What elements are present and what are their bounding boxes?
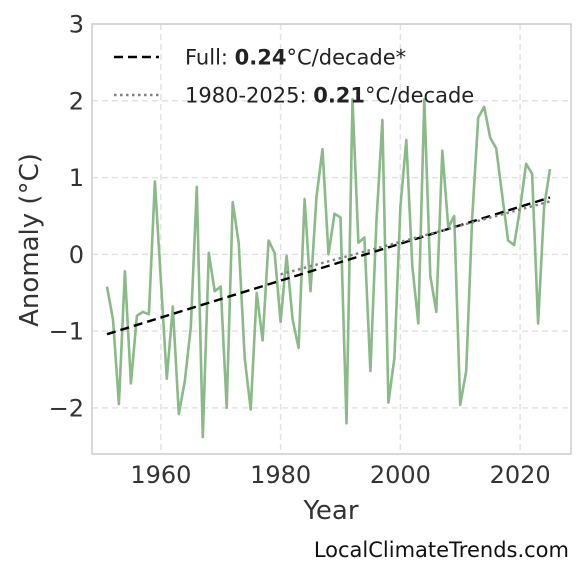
x-axis-title: Year: [302, 496, 358, 526]
x-tick-label: 2020: [490, 461, 551, 489]
plot-frame: [91, 23, 572, 455]
x-tick-label: 1960: [130, 461, 191, 489]
y-tick-label: −1: [49, 318, 84, 346]
x-tick-label: 2000: [370, 461, 431, 489]
y-tick-label: 1: [69, 164, 84, 192]
site-credit: LocalClimateTrends.com: [314, 538, 569, 562]
y-tick-label: 0: [69, 241, 84, 269]
legend-label: Full: 0.24°C/decade*: [185, 46, 406, 70]
y-tick-label: 3: [69, 11, 84, 39]
observed-anomaly-line: [105, 97, 552, 439]
y-axis-title: Anomaly (°C): [15, 153, 45, 327]
legend-label: 1980-2025: 0.21°C/decade: [185, 84, 474, 108]
y-tick-label: 2: [69, 87, 84, 115]
x-tick-label: 1980: [250, 461, 311, 489]
y-tick-label: −2: [49, 394, 84, 422]
series-layer: [105, 97, 552, 439]
full-trend-line: [106, 196, 551, 336]
legend: Full: 0.24°C/decade* 1980-2025: 0.21°C/de…: [114, 46, 474, 108]
recent-trend-line: [280, 200, 551, 276]
tick-labels: 1960 1980 2000 2020 −2 −1 0 1 2 3: [49, 11, 551, 490]
